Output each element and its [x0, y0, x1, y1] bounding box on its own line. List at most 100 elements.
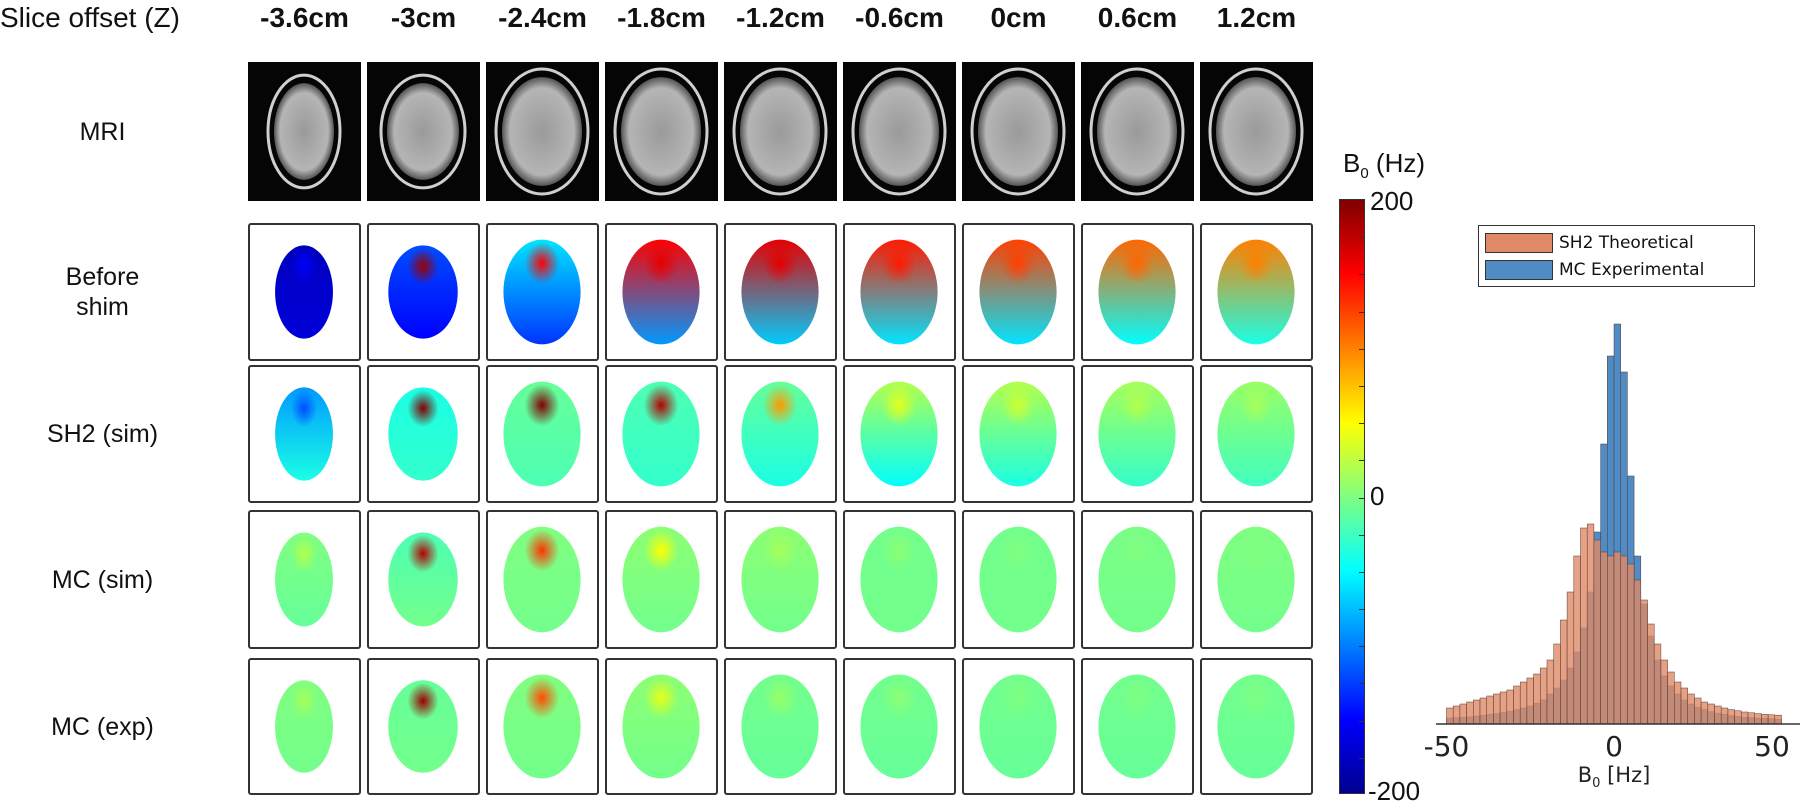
histogram-bar-sh2-theoretical [1479, 697, 1487, 725]
colorbar-tick [1359, 497, 1364, 499]
row-label: Before shim [65, 263, 140, 321]
histogram-bar-sh2-theoretical [1540, 667, 1548, 725]
column-header: -2.4cm [498, 2, 587, 33]
field-hotspot [643, 529, 679, 572]
skull-ring [266, 73, 342, 190]
colorbar-tick [1359, 274, 1364, 276]
histogram-bar-sh2-theoretical [1633, 579, 1642, 725]
colorbar-tick [1359, 683, 1364, 685]
brain-field-map [860, 239, 938, 345]
skull-ring [379, 73, 467, 190]
legend-item-mc: MC Experimental [1485, 258, 1704, 282]
b0-map-image [1200, 223, 1313, 361]
brain-tissue [274, 83, 334, 180]
field-hotspot [1119, 529, 1155, 572]
brain-field-map [1098, 381, 1176, 487]
brain-field-map [979, 239, 1057, 345]
histogram-bar-sh2-theoretical [1600, 551, 1608, 725]
brain-field-map [622, 526, 700, 633]
b0-map-image [605, 365, 718, 503]
brain-field-map [622, 381, 700, 487]
histogram-bar-sh2-theoretical [1653, 643, 1662, 725]
legend-item-sh2: SH2 Theoretical [1485, 231, 1694, 255]
b0-map-image [605, 658, 718, 795]
b0-map-image [843, 365, 956, 503]
mri-slice-image [1200, 62, 1313, 201]
colorbar-title-sub: 0 [1360, 165, 1369, 183]
brain-field-map [1217, 239, 1295, 345]
histogram-bar-sh2-theoretical [1533, 673, 1541, 725]
field-hotspot [643, 384, 679, 427]
histogram-bar-sh2-theoretical [1493, 693, 1501, 725]
field-hotspot [407, 389, 439, 428]
skull-ring [613, 67, 709, 196]
brain-field-map [622, 239, 700, 345]
histogram-bar-sh2-theoretical [1774, 714, 1782, 725]
x-tick-label: 50 [1754, 730, 1790, 763]
field-hotspot [1000, 242, 1036, 285]
b0-map-image [1200, 510, 1313, 649]
b0-map-image [248, 658, 361, 795]
histogram-bar-sh2-theoretical [1486, 695, 1494, 725]
colorbar-max-label: 200 [1370, 186, 1414, 216]
b0-map-image [1081, 365, 1194, 503]
skull-ring [732, 67, 828, 196]
histogram-bar-sh2-theoretical [1720, 707, 1729, 725]
b0-map-image [248, 223, 361, 361]
colorbar-min-label: -200 [1368, 776, 1421, 806]
histogram-bar-sh2-theoretical [1452, 705, 1461, 725]
brain-field-map [275, 387, 333, 481]
brain-field-map [388, 245, 458, 339]
histogram-bar-sh2-theoretical [1473, 699, 1481, 725]
brain-tissue [387, 83, 459, 180]
x-tick-label: -50 [1424, 730, 1470, 763]
histogram-bar-sh2-theoretical [1761, 714, 1769, 725]
histogram-bar-sh2-theoretical [1519, 681, 1528, 725]
histogram-bar-sh2-theoretical [1526, 677, 1534, 725]
b0-map-image [1200, 658, 1313, 795]
brain-field-map [860, 526, 938, 633]
field-hotspot [1238, 242, 1274, 285]
colorbar-tick [1359, 311, 1364, 313]
colorbar-tick [1359, 757, 1364, 759]
field-hotspot [1238, 384, 1274, 427]
skull-ring [1208, 67, 1304, 196]
field-hotspot [290, 247, 318, 286]
histogram-bar-sh2-theoretical [1714, 705, 1722, 725]
field-hotspot [1119, 677, 1155, 719]
brain-field-map [1217, 526, 1295, 633]
field-hotspot [290, 534, 318, 573]
histogram-bar-sh2-theoretical [1580, 527, 1588, 725]
brain-tissue [1097, 77, 1177, 186]
mri-slice-image [248, 62, 361, 201]
brain-field-map [979, 381, 1057, 487]
brain-tissue [740, 77, 820, 186]
colorbar [1339, 199, 1365, 794]
histogram-bar-sh2-theoretical [1754, 713, 1762, 725]
brain-field-map [741, 674, 819, 779]
histogram-legend: SH2 Theoretical MC Experimental [1478, 225, 1755, 287]
mri-slice-image [605, 62, 718, 201]
b0-map-image [1200, 365, 1313, 503]
brain-field-map [741, 381, 819, 487]
b0-map-image [367, 223, 480, 361]
colorbar-tick [1359, 423, 1364, 425]
row-label: MC (sim) [51, 565, 154, 594]
brain-tissue [621, 77, 701, 186]
legend-label-sh2: SH2 Theoretical [1559, 233, 1694, 253]
brain-tissue [1216, 77, 1296, 186]
slice-offset-label: Slice offset (Z) [0, 2, 180, 33]
colorbar-tick [1359, 237, 1364, 239]
column-header: -3cm [390, 2, 457, 33]
legend-swatch-mc [1485, 260, 1553, 280]
histogram-bar-sh2-theoretical [1747, 712, 1755, 725]
histogram-bar-sh2-theoretical [1513, 685, 1521, 725]
x-tick-label: 0 [1605, 730, 1623, 763]
histogram-bar-sh2-theoretical [1707, 703, 1715, 725]
brain-field-map [503, 381, 581, 487]
colorbar-tick [1359, 646, 1364, 648]
b0-map-image [962, 510, 1075, 649]
mri-slice-image [843, 62, 956, 201]
b0-map-image [843, 510, 956, 649]
column-header: -3.6cm [260, 2, 349, 33]
